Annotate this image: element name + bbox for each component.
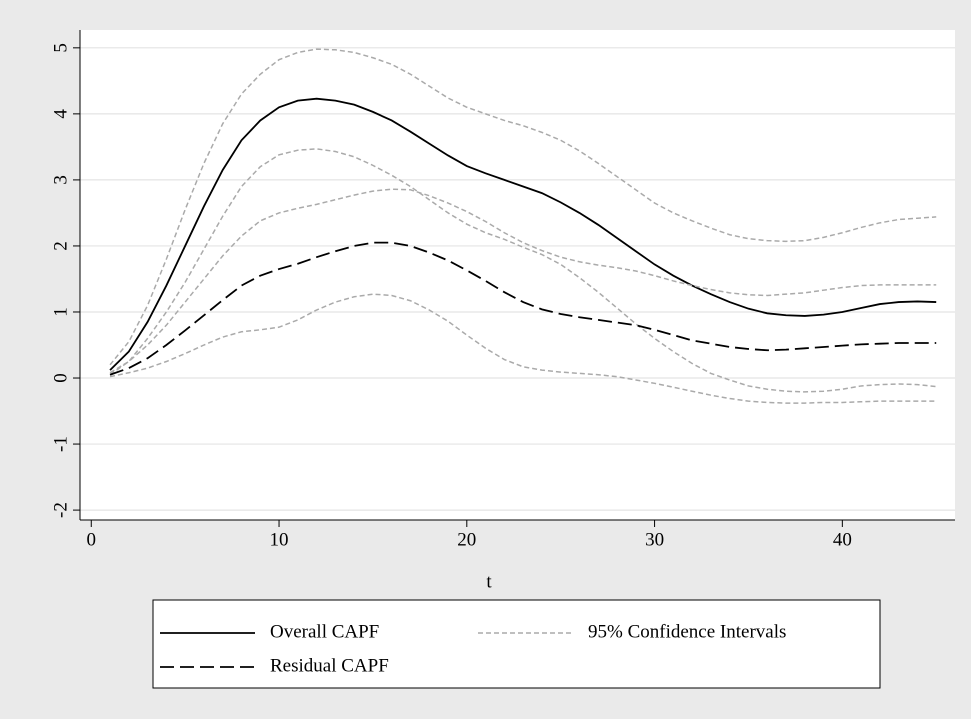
y-tick-label: 3 — [50, 175, 71, 185]
y-tick-label: 1 — [50, 307, 71, 317]
x-tick-label: 20 — [457, 529, 476, 550]
series-line — [109, 48, 937, 366]
x-tick-label: 30 — [645, 529, 664, 550]
legend-box — [152, 599, 881, 689]
legend-label: 95% Confidence Intervals — [588, 621, 786, 642]
y-tick-label: -1 — [50, 436, 71, 452]
series-line — [109, 188, 937, 374]
series-line — [109, 97, 937, 371]
x-tick-label: 10 — [270, 529, 289, 550]
legend-label: Residual CAPF — [270, 655, 389, 676]
series-line — [109, 241, 937, 376]
x-axis-title: t — [486, 571, 492, 592]
series-line — [109, 293, 937, 404]
series-line — [109, 148, 937, 393]
plot-area — [80, 30, 955, 520]
y-tick-label: -2 — [50, 502, 71, 518]
x-tick-label: 40 — [833, 529, 852, 550]
y-tick-label: 0 — [50, 373, 71, 383]
y-tick-label: 5 — [50, 43, 71, 53]
y-tick-label: 4 — [50, 109, 71, 119]
x-tick-label: 0 — [87, 529, 97, 550]
y-tick-label: 2 — [50, 241, 71, 251]
legend-label: Overall CAPF — [270, 621, 379, 642]
